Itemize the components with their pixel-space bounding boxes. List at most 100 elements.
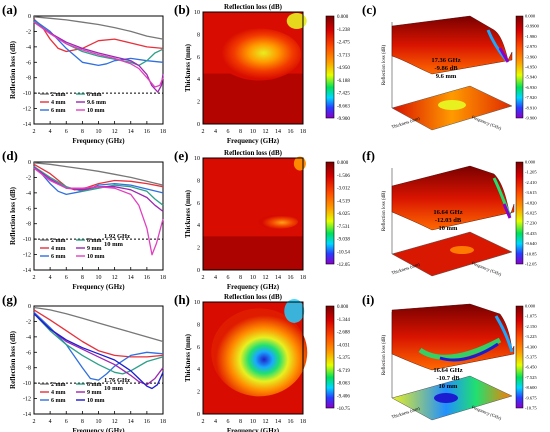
surface-plot-2: Reflection loss (dB) Thickness (mm) Freque… — [362, 2, 540, 131]
floor-contour — [438, 100, 466, 110]
y-axis-label: Frequency (GHz) — [471, 260, 503, 277]
colorbar-tick-label: -6.450 — [525, 365, 537, 370]
colorbar-tick-label: -8.910 — [525, 105, 537, 110]
colorbar-tick-label: -9.900 — [525, 116, 537, 121]
y-tick-label: -10 — [23, 237, 31, 243]
x-axis-label: Frequency (GHz) — [227, 427, 280, 432]
surface-dip — [439, 342, 499, 362]
y-tick-label: -14 — [23, 122, 31, 128]
y-tick-label: 10 — [194, 10, 200, 16]
x-tick-label: 8 — [239, 419, 242, 425]
x-tick-label: 12 — [112, 129, 118, 135]
colorbar-tick-label: -7.920 — [525, 95, 537, 100]
y-tick-label: 0 — [197, 122, 200, 128]
x-tick-label: 8 — [239, 129, 242, 135]
series-line-3 — [33, 313, 164, 375]
colorbar-tick-label: -2.688 — [337, 331, 350, 336]
x-tick-label: 18 — [160, 129, 166, 135]
z-axis-label: Reflection loss (dB) — [382, 335, 387, 376]
heatmap-region — [258, 214, 298, 229]
colorbar-tick-label: -7.525 — [525, 375, 537, 380]
x-axis-label: Frequency (GHz) — [72, 427, 125, 432]
series-line-2 — [33, 19, 164, 67]
colorbar — [515, 305, 524, 409]
surface-dip — [418, 337, 502, 360]
x-tick-label: 14 — [275, 275, 281, 281]
annotation-text: 1.76 GHz — [104, 377, 130, 384]
heatmap-region — [284, 298, 305, 323]
colorbar-tick-label: -3.615 — [525, 190, 537, 195]
x-tick-label: 12 — [263, 129, 269, 135]
y-axis-label: Frequency (GHz) — [471, 404, 503, 421]
x-tick-label: 6 — [227, 275, 230, 281]
x-tick-label: 14 — [128, 419, 134, 425]
colorbar-tick-label: -10.85 — [525, 251, 537, 256]
x-tick-label: 12 — [263, 419, 269, 425]
annotation-text: -10.7 dB — [436, 375, 460, 382]
y-tick-label: 6 — [197, 345, 200, 351]
panel-label: (c) — [362, 2, 376, 17]
y-tick-label: 6 — [197, 201, 200, 207]
x-tick-label: 2 — [33, 275, 36, 281]
panel-label: (e) — [174, 148, 188, 163]
line-chart-6: 2 4 6 8 10 12 14 16 18 0 -2 -4 -6 -8 -10 -12 -14 Frequenc… — [2, 292, 166, 432]
colorbar-tick-label: -3.012 — [337, 187, 350, 192]
x-tick-label: 14 — [275, 419, 281, 425]
y-tick-label: -8 — [26, 366, 31, 372]
legend-label: 6 mm — [51, 254, 66, 260]
colorbar-tick-label: -5.375 — [337, 356, 350, 361]
surface-mesh — [391, 15, 513, 75]
colorbar-tick-label: 0.000 — [525, 14, 536, 19]
surface-floor-projection — [391, 231, 513, 277]
legend-label: 10 mm — [87, 108, 105, 114]
colorbar-tick-label: -1.506 — [337, 174, 350, 179]
x-axis-label: Frequency (GHz) — [227, 283, 280, 291]
y-tick-label: -14 — [23, 268, 31, 274]
y-axis-label: Reflection loss (dB) — [9, 186, 17, 245]
colorbar-tick-label: -12.05 — [525, 262, 537, 267]
y-axis-label: Thickness (mm) — [184, 43, 192, 92]
colorbar-tick-label: -5.940 — [525, 75, 537, 80]
x-tick-label: 10 — [250, 129, 256, 135]
colorbar-tick-label: -0.9900 — [525, 24, 540, 29]
colorbar-tick-label: -6.188 — [337, 79, 350, 84]
x-tick-label: 10 — [96, 275, 102, 281]
colorbar-tick-label: -9.675 — [525, 395, 537, 400]
legend-label: 4 mm — [51, 390, 66, 396]
x-tick-label: 12 — [263, 275, 269, 281]
y-tick-label: 8 — [197, 322, 200, 328]
x-tick-label: 16 — [144, 129, 150, 135]
colorbar-tick-label: -2.970 — [525, 44, 537, 49]
x-axis-label: Thickness (mm) — [391, 262, 421, 276]
panel-label: (g) — [2, 292, 17, 307]
colorbar-tick-label: 0.000 — [337, 305, 349, 310]
y-tick-label: 6 — [197, 55, 200, 61]
colorbar-tick-label: 0.000 — [337, 161, 349, 166]
colorbar — [325, 15, 335, 119]
x-tick-label: 6 — [227, 129, 230, 135]
z-axis-label: Reflection loss (dB) — [382, 191, 387, 232]
colorbar-tick-label: -8.663 — [337, 104, 350, 109]
heatmap-region — [286, 12, 307, 29]
x-tick-label: 4 — [214, 275, 217, 281]
y-tick-label: 10 — [194, 300, 200, 306]
colorbar-tick-label: -4.031 — [337, 343, 350, 348]
colorbar — [515, 161, 524, 265]
plot-frame — [202, 301, 304, 415]
x-tick-label: 4 — [214, 419, 217, 425]
y-tick-label: -8 — [26, 222, 31, 228]
x-tick-label: 18 — [300, 129, 306, 135]
legend-label: 8 mm — [87, 92, 102, 98]
colorbar-tick-label: -10.75 — [525, 406, 537, 411]
annotation-text: 9.6 mm — [436, 73, 457, 80]
y-tick-label: -2 — [26, 29, 31, 35]
y-axis-label: Thickness (mm) — [184, 189, 192, 238]
x-tick-label: 16 — [288, 419, 294, 425]
y-axis-label: Frequency (GHz) — [471, 114, 503, 131]
x-tick-label: 16 — [144, 275, 150, 281]
annotation-text: 16.64 GHz — [433, 367, 462, 374]
colorbar-tick-label: -9.406 — [337, 394, 350, 399]
y-tick-label: -8 — [26, 76, 31, 82]
line-chart-0: 2 4 6 8 10 12 14 16 18 0 -2 -4 -6 -8 -10 -12 -14 Frequenc… — [2, 2, 166, 145]
colorbar-tick-label: -4.300 — [525, 344, 537, 349]
